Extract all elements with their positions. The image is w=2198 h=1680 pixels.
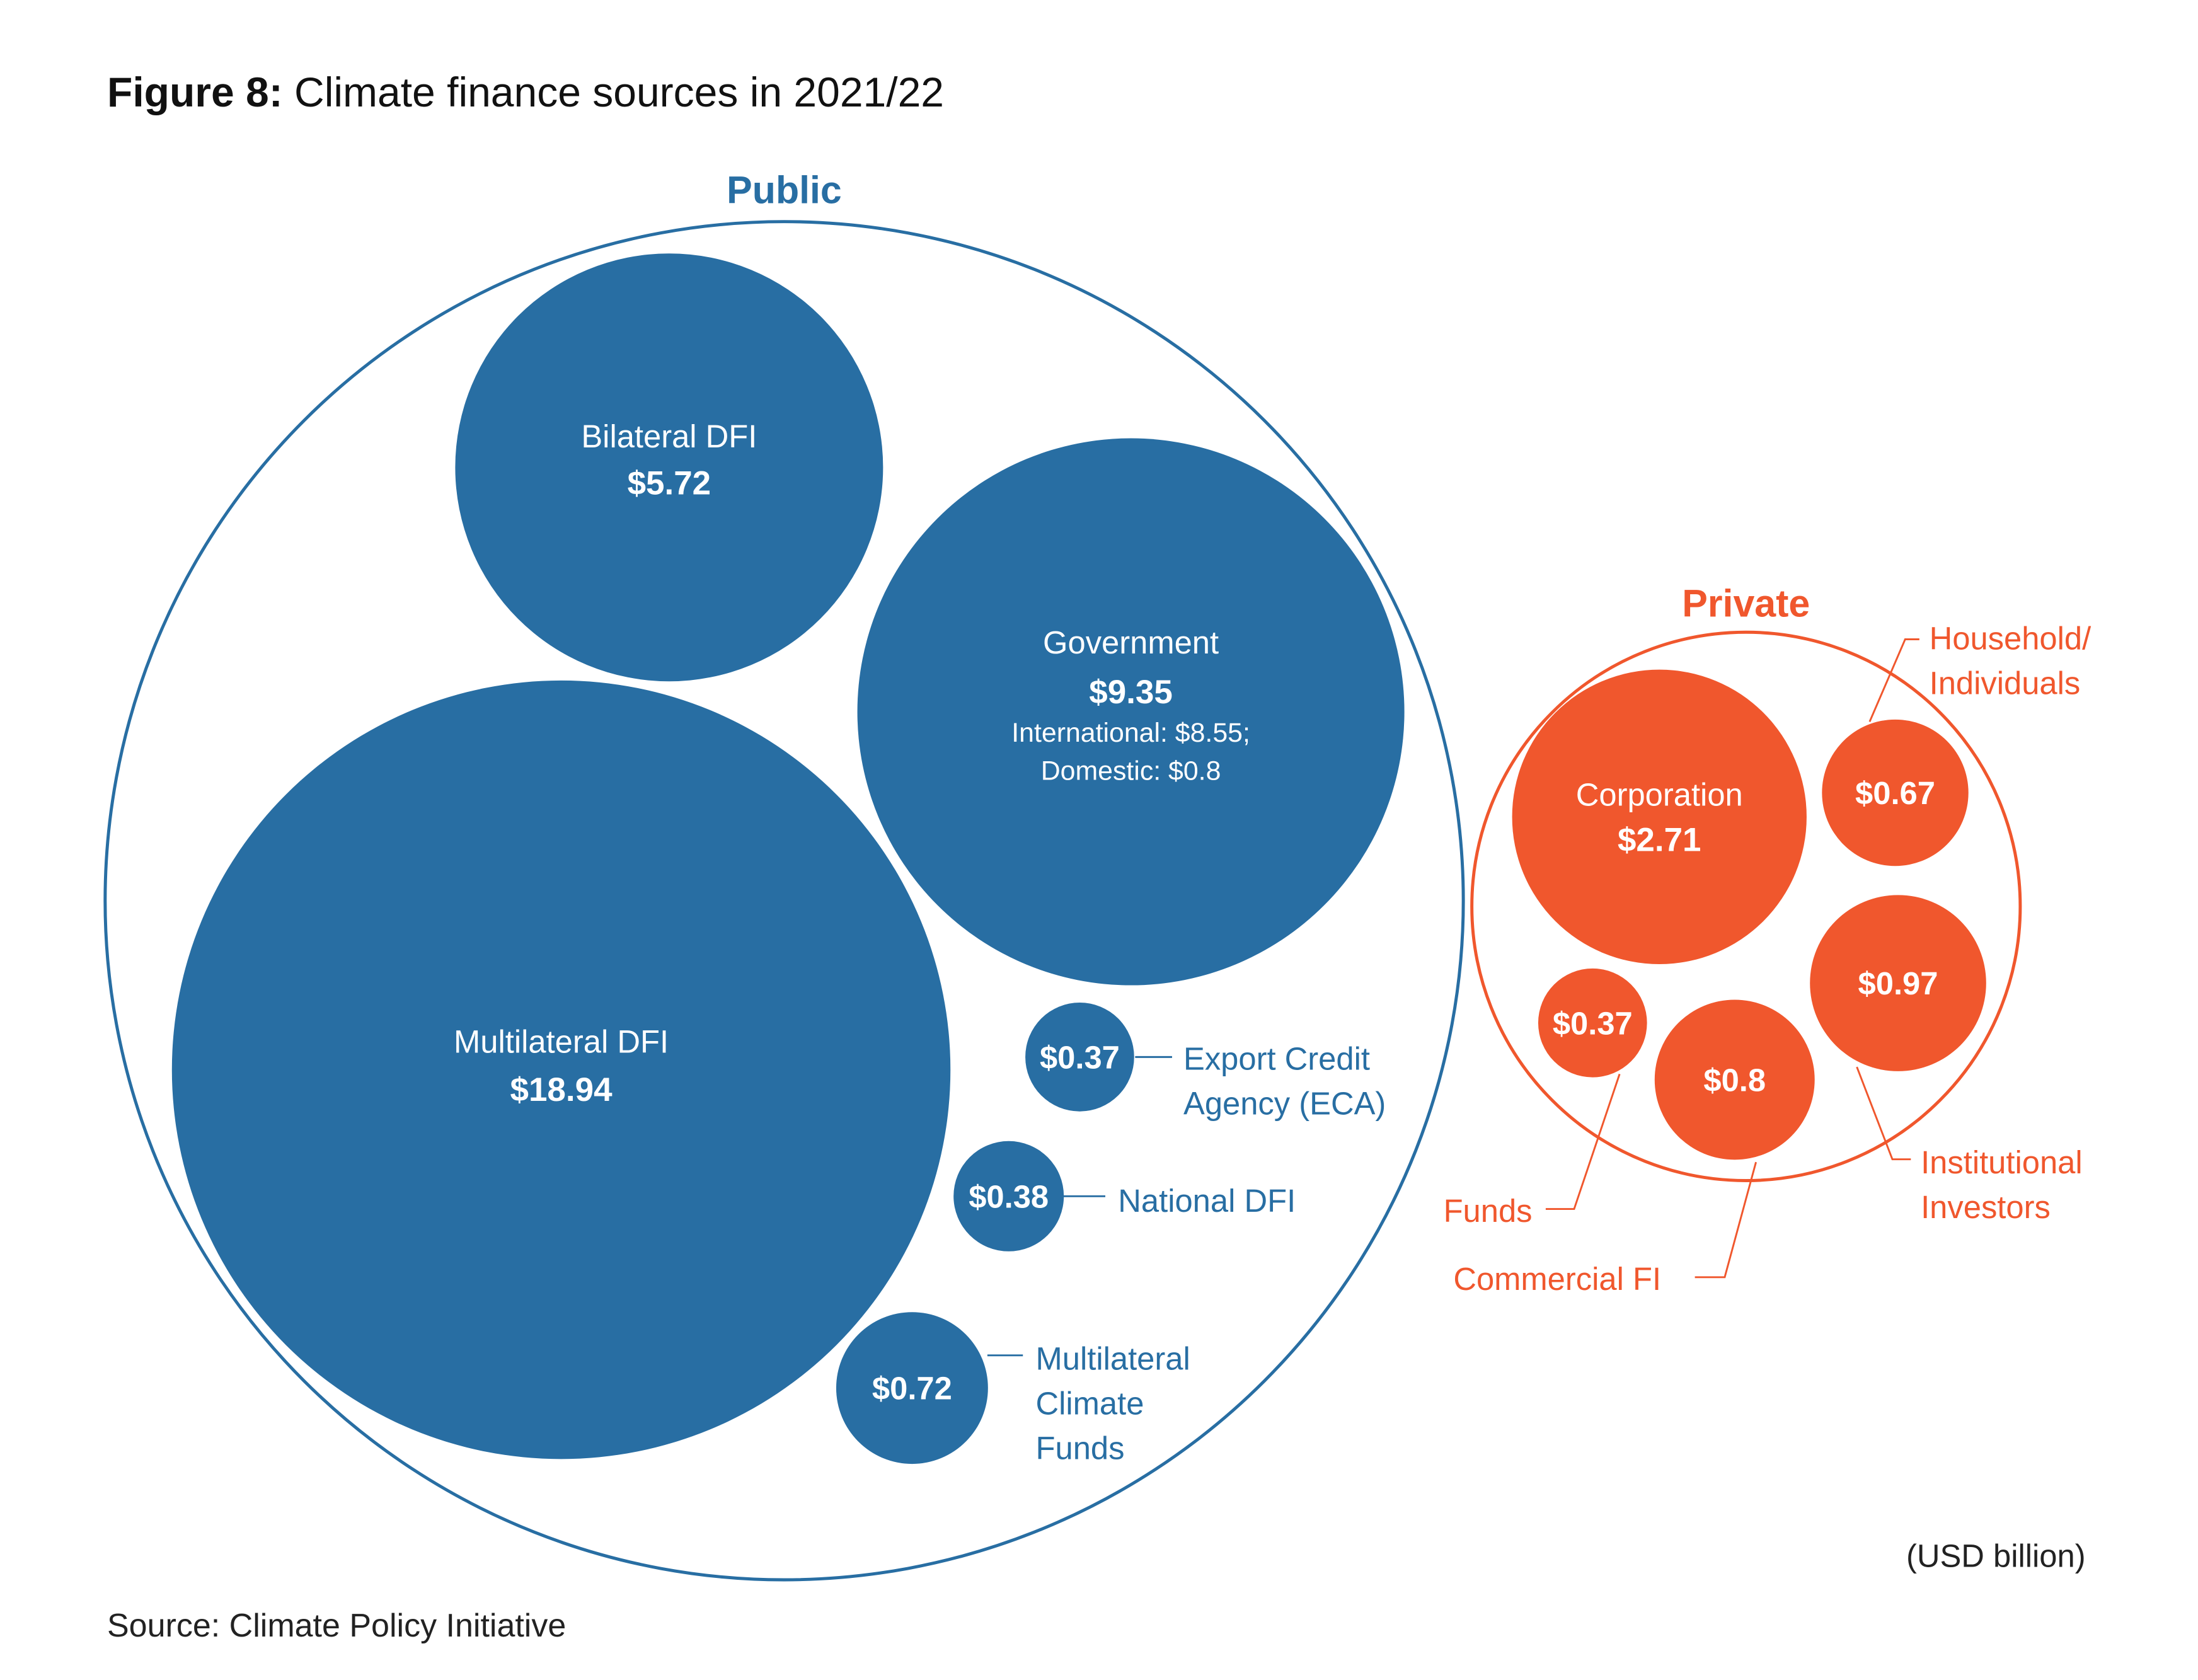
export-credit-agency-eca-name-line: Agency (ECA) (1183, 1086, 1386, 1122)
household-individuals-value-label: $0.67 (1855, 775, 1935, 811)
export-credit-agency-eca-name-line: Export Credit (1183, 1041, 1370, 1077)
multilateral-dfi-value-label: $18.94 (510, 1071, 613, 1108)
funds-name-label: Funds (1444, 1193, 1533, 1229)
funds-name-line: Funds (1444, 1193, 1533, 1229)
commercial-fi-bubble (1654, 999, 1815, 1160)
bilateral-dfi-bubble (455, 253, 883, 682)
multilateral-climate-funds-bubble (836, 1312, 988, 1464)
commercial-fi-name-line: Commercial FI (1453, 1261, 1661, 1297)
export-credit-agency-eca-bubble (1025, 1003, 1134, 1112)
funds-leader-line (1545, 1073, 1621, 1211)
public-group-label: Public (727, 168, 842, 211)
bilateral-dfi-name-label: Bilateral DFI (581, 418, 757, 454)
government-value-label: $9.35 (1089, 674, 1173, 711)
multilateral-climate-funds-name-label: Multilateral Climate Funds (1036, 1340, 1190, 1466)
private-group-label: Private (1682, 582, 1810, 624)
multilateral-climate-funds-name-line: Funds (1036, 1430, 1125, 1466)
export-credit-agency-eca-name-label: Export Credit Agency (ECA) (1183, 1041, 1386, 1122)
multilateral-dfi-name-label: Multilateral DFI (454, 1024, 669, 1060)
public-group-circle (103, 220, 1465, 1582)
multilateral-dfi-bubble (171, 680, 951, 1459)
national-dfi-value-label: $0.38 (969, 1178, 1049, 1214)
government-detail-label: Domestic: $0.8 (1041, 756, 1221, 786)
household-individuals-bubble (1822, 719, 1969, 866)
household-individuals-name-label: Household/Individuals (1930, 620, 2092, 701)
institutional-investors-bubble (1810, 895, 1986, 1071)
institutional-investors-name-line: Investors (1921, 1189, 2051, 1225)
national-dfi-bubble (953, 1141, 1064, 1251)
institutional-investors-value-label: $0.97 (1858, 965, 1938, 1001)
institutional-investors-name-line: Institutional (1921, 1144, 2083, 1180)
commercial-fi-value-label: $0.8 (1703, 1062, 1766, 1098)
figure-label: Figure 8: (107, 69, 283, 115)
institutional-investors-leader-line (1856, 1066, 1911, 1161)
corporation-value-label: $2.71 (1618, 821, 1701, 858)
multilateral-climate-funds-value-label: $0.72 (872, 1371, 952, 1407)
national-dfi-name-label: National DFI (1118, 1183, 1296, 1219)
funds-value-label: $0.37 (1553, 1005, 1633, 1041)
funds-bubble (1538, 968, 1647, 1078)
government-detail-label: International: $8.55; (1011, 718, 1250, 748)
corporation-bubble (1512, 669, 1807, 965)
corporation-name-label: Corporation (1576, 776, 1743, 812)
national-dfi-name-line: National DFI (1118, 1183, 1296, 1219)
household-individuals-leader-line (1868, 638, 1919, 722)
bilateral-dfi-value-label: $5.72 (628, 465, 711, 502)
institutional-investors-name-label: Institutional Investors (1921, 1144, 2083, 1225)
household-individuals-name-line: Individuals (1930, 665, 2081, 701)
figure-title-text: Climate finance sources in 2021/22 (294, 69, 944, 115)
government-bubble (857, 438, 1405, 986)
commercial-fi-name-label: Commercial FI (1453, 1261, 1661, 1297)
export-credit-agency-eca-value-label: $0.37 (1040, 1039, 1120, 1075)
unit-label: (USD billion) (1906, 1538, 2086, 1574)
government-name-label: Government (1043, 624, 1219, 660)
private-group-circle (1470, 630, 2022, 1182)
commercial-fi-leader-line (1695, 1161, 1757, 1279)
household-individuals-name-line: Household/ (1930, 620, 2092, 656)
multilateral-climate-funds-name-line: Multilateral (1036, 1340, 1190, 1376)
figure-title: Figure 8: Climate finance sources in 202… (107, 68, 944, 116)
multilateral-climate-funds-name-line: Climate (1036, 1385, 1144, 1421)
source-note: Source: Climate Policy Initiative (107, 1608, 567, 1644)
